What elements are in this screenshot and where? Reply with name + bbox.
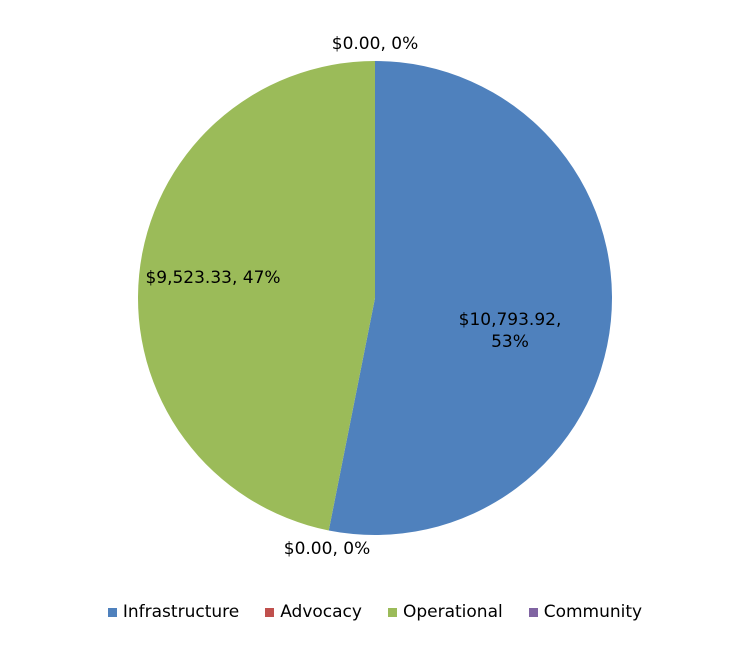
data-label: $10,793.92, 53% — [458, 310, 562, 352]
pie-slice — [328, 61, 612, 535]
data-label: $0.00, 0% — [331, 34, 419, 54]
data-label: $0.00, 0% — [283, 539, 371, 559]
legend-label: Infrastructure — [122, 602, 240, 622]
legend-swatch — [528, 607, 538, 617]
legend-item: Operational — [387, 602, 503, 622]
legend-label: Community — [543, 602, 643, 622]
data-label: $9,523.33, 47% — [145, 268, 281, 288]
legend-item: Community — [528, 602, 643, 622]
legend: Infrastructure Advocacy Operational Communi… — [0, 602, 750, 622]
legend-label: Operational — [402, 602, 503, 622]
legend-swatch — [107, 607, 117, 617]
legend-label: Advocacy — [280, 602, 362, 622]
legend-item: Advocacy — [265, 602, 362, 622]
legend-item: Infrastructure — [107, 602, 240, 622]
legend-swatch — [387, 607, 397, 617]
legend-swatch — [265, 607, 275, 617]
pie-slice — [137, 61, 375, 531]
